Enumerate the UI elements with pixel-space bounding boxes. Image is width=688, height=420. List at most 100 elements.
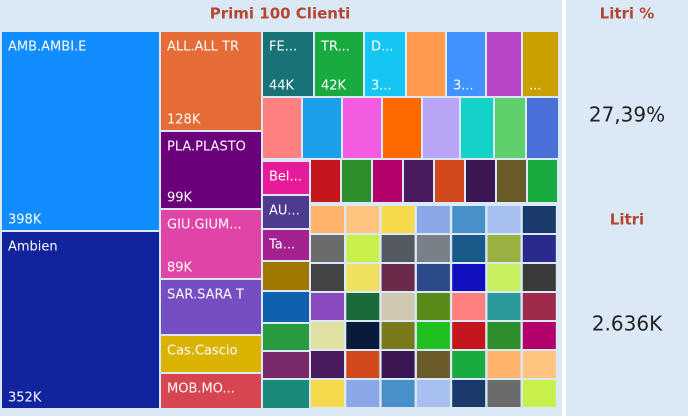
- tile-label: Ambien: [8, 240, 58, 255]
- treemap-tile: [452, 235, 486, 262]
- treemap-tile: [311, 351, 344, 378]
- treemap-tile: [311, 160, 340, 202]
- tile-value: 99K: [167, 191, 193, 206]
- treemap-tile: [522, 322, 556, 349]
- treemap-tile: [311, 293, 344, 320]
- tile-label: Bel...: [269, 170, 302, 185]
- tile-label: Ta...: [268, 238, 295, 253]
- treemap-tile: [343, 98, 381, 158]
- treemap-tile: [342, 160, 371, 202]
- tile-label: ALL.ALL TR: [167, 40, 239, 55]
- card-panel: [566, 0, 688, 416]
- treemap-tile: [452, 206, 486, 233]
- treemap-tile: [487, 351, 521, 378]
- treemap-tile: [383, 98, 421, 158]
- treemap-tile: [528, 160, 557, 202]
- treemap-tile: [263, 292, 309, 322]
- treemap-tile: [263, 380, 309, 408]
- treemap-tile: [263, 324, 309, 350]
- treemap-tile: [2, 32, 159, 230]
- card-value: 2.636K: [592, 312, 663, 336]
- treemap-tile: [365, 32, 405, 96]
- treemap-tile: [452, 293, 486, 320]
- treemap-tile: [381, 264, 415, 291]
- treemap-tile: [447, 32, 485, 96]
- treemap-tile: [263, 32, 313, 96]
- treemap-tile: [263, 98, 301, 158]
- treemap-tile: [523, 32, 558, 96]
- treemap-tile: [416, 264, 450, 291]
- treemap-tile: [381, 235, 415, 262]
- tile-value: 352K: [8, 391, 42, 406]
- card-title: Litri: [610, 211, 644, 229]
- treemap-tile: [346, 206, 380, 233]
- tile-label: D...: [371, 40, 393, 55]
- tile-label: Cas.Cascio: [167, 344, 238, 359]
- treemap-tile: [435, 160, 464, 202]
- treemap-tile: [487, 235, 521, 262]
- tile-value: 3...: [453, 79, 474, 94]
- treemap-tile: [416, 322, 450, 349]
- treemap-tile: [161, 210, 261, 278]
- tile-label: AU...: [269, 204, 300, 219]
- card-title: Litri %: [600, 5, 655, 23]
- tile-label: AMB.AMBI.E: [8, 40, 86, 55]
- treemap-tile: [416, 380, 450, 407]
- tile-value: 44K: [269, 79, 295, 94]
- treemap-tile: [404, 160, 433, 202]
- treemap-tile: [346, 351, 380, 378]
- treemap-tile: [487, 32, 521, 96]
- treemap-tile: [161, 32, 261, 130]
- treemap-tile: [263, 262, 309, 290]
- treemap-tile: [452, 380, 486, 407]
- treemap-tile: [487, 380, 521, 407]
- card-value: 27,39%: [589, 103, 665, 127]
- treemap-tile: [2, 232, 159, 408]
- treemap-tile: [381, 206, 415, 233]
- tile-value: 398K: [8, 213, 42, 228]
- treemap-tile: [373, 160, 402, 202]
- treemap-tile: [522, 293, 556, 320]
- treemap-tile: [346, 264, 380, 291]
- treemap-tile: [311, 264, 344, 291]
- treemap-tile: [346, 322, 380, 349]
- treemap-tile: [495, 98, 525, 158]
- treemap-tile: [527, 98, 558, 158]
- treemap-tile: [452, 322, 486, 349]
- treemap-tile: [381, 380, 415, 407]
- tile-label: PLA.PLASTO: [167, 140, 246, 155]
- treemap-tile: [161, 374, 261, 408]
- treemap-tile: [416, 351, 450, 378]
- treemap-tile: [522, 380, 556, 407]
- treemap-tile: [263, 230, 309, 260]
- treemap-tile: [452, 264, 486, 291]
- treemap-tile: [487, 206, 521, 233]
- treemap-tile: [381, 322, 415, 349]
- treemap-tile: [466, 160, 495, 202]
- treemap-title: Primi 100 Clienti: [210, 5, 351, 23]
- tile-value: 3...: [371, 79, 392, 94]
- tile-label: SAR.SARA T: [167, 288, 244, 303]
- treemap-tile: [161, 336, 261, 372]
- tile-value: 42K: [321, 79, 347, 94]
- tile-label: GIU.GIUM...: [167, 218, 242, 233]
- treemap-tile: [346, 235, 380, 262]
- treemap-tile: [311, 322, 344, 349]
- tile-label: MOB.MO...: [167, 382, 235, 397]
- treemap-tile: [416, 235, 450, 262]
- treemap-tile: [522, 351, 556, 378]
- treemap-tile: [346, 293, 380, 320]
- treemap-tile: [311, 380, 344, 407]
- tile-value: ...: [529, 79, 541, 94]
- treemap-tile: [263, 196, 309, 228]
- tile-label: TR...: [320, 40, 350, 55]
- treemap-tile: [381, 293, 415, 320]
- treemap-tile: [522, 264, 556, 291]
- treemap-tile: [522, 235, 556, 262]
- treemap-tile: [416, 206, 450, 233]
- tile-value: 128K: [167, 113, 201, 128]
- treemap-tile: [381, 351, 415, 378]
- treemap-tile: [461, 98, 493, 158]
- treemap-tile: [263, 352, 309, 378]
